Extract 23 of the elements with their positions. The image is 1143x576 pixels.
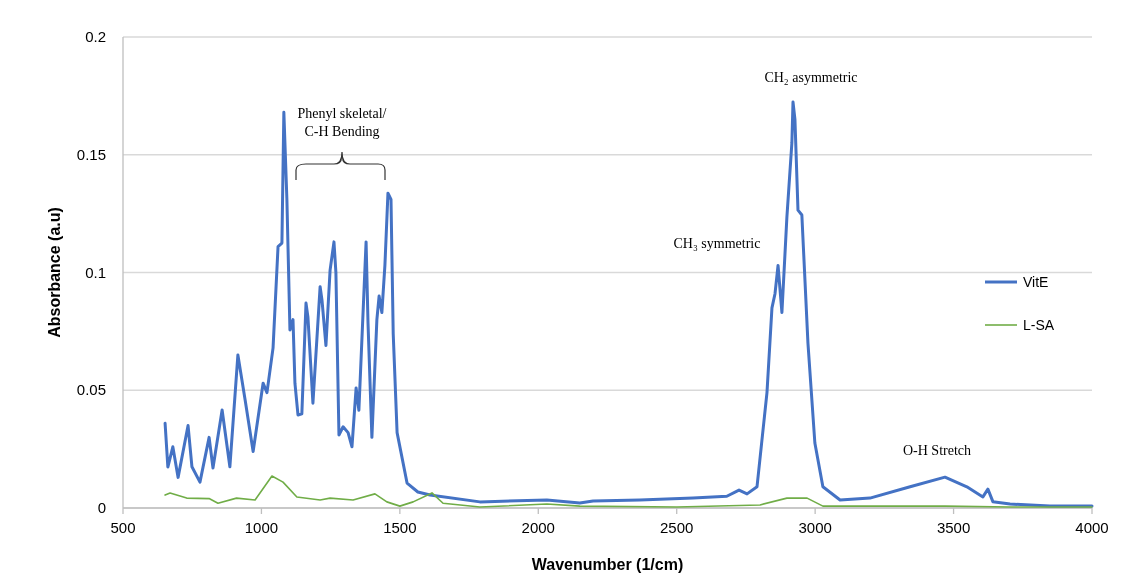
annotation: O-H Stretch (902, 443, 972, 458)
y-tick-label: 0.2 (85, 28, 106, 45)
x-tick-label: 2000 (521, 519, 555, 536)
x-tick-label: 2500 (660, 519, 694, 536)
y-tick-label: 0.1 (85, 263, 106, 281)
x-tick-label: 3000 (798, 519, 832, 536)
y-tick-label: 0.15 (76, 145, 106, 163)
y-axis-title: Absorbance (a.u) (46, 207, 63, 338)
x-tick-label: 4000 (1075, 519, 1109, 536)
x-tick-label: 1500 (383, 519, 417, 536)
x-axis-title: Wavenumber (1/cm) (531, 556, 684, 573)
legend-label: VitE (1023, 274, 1049, 290)
y-tick-label: 0.05 (76, 381, 106, 399)
legend-label: L-SA (1023, 317, 1055, 333)
y-tick-label: 0 (97, 499, 106, 516)
line-series (163, 100, 1094, 508)
annotation: CH₂ asymmetric (764, 70, 858, 85)
line-series (164, 475, 1093, 508)
x-tick-label: 500 (110, 519, 136, 536)
x-tick-label: 1000 (244, 519, 279, 536)
x-tick-label: 3500 (936, 519, 971, 536)
annotation: CH₃ symmetric (673, 236, 761, 251)
annotation: Phenyl skeletal/ C-H Bending (297, 106, 387, 139)
